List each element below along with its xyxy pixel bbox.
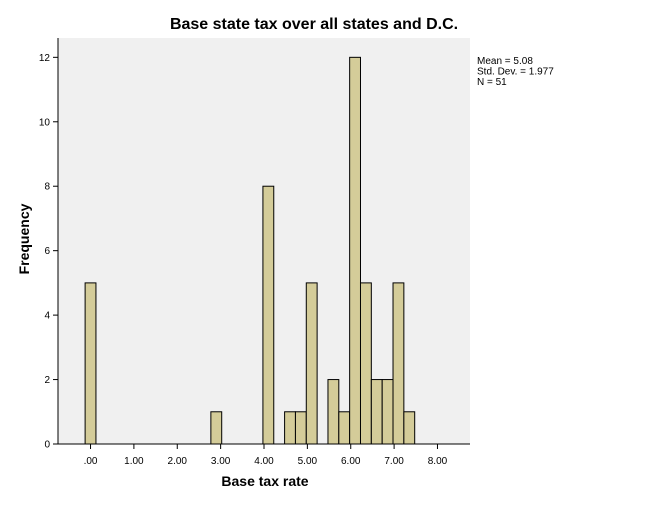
y-ticks-group: 0 2 4 6 8 10 12	[39, 53, 58, 451]
histogram-bar	[381, 379, 394, 445]
x-tick-label: 6.00	[341, 456, 361, 467]
histogram-bar	[338, 411, 351, 445]
y-tick-label: 4	[44, 311, 50, 322]
histogram-bar	[262, 185, 275, 445]
histogram-bar	[84, 282, 97, 445]
histogram-bar	[403, 411, 416, 445]
histogram-bar	[327, 379, 340, 445]
histogram-bar	[284, 411, 296, 445]
y-tick-label: 10	[39, 117, 51, 128]
x-tick-label: 5.00	[298, 456, 318, 467]
stats-line: N = 51	[477, 77, 507, 88]
histogram-bar	[359, 282, 372, 445]
stats-line: Std. Dev. = 1.977	[477, 67, 554, 78]
x-tick-label: 8.00	[428, 456, 448, 467]
x-tick-label: 1.00	[124, 456, 144, 467]
stats-line: Mean = 5.08	[477, 56, 533, 67]
x-tick-label: 4.00	[254, 456, 274, 467]
x-tick-label: .00	[84, 456, 98, 467]
histogram-bar	[294, 411, 307, 445]
x-ticks-group: .00 1.00 2.00 3.00 4.00 5.00 6.00 7.00 8.00	[84, 444, 448, 467]
x-tick-label: 7.00	[384, 456, 404, 467]
y-axis-title: Frequency	[16, 203, 32, 274]
y-tick-label: 8	[44, 182, 50, 193]
y-tick-label: 12	[39, 53, 51, 64]
histogram-bar	[349, 56, 361, 445]
x-tick-label: 2.00	[168, 456, 188, 467]
y-tick-label: 6	[44, 246, 50, 257]
x-tick-label: 3.00	[211, 456, 231, 467]
y-tick-label: 2	[44, 375, 50, 386]
y-tick-label: 0	[44, 440, 50, 451]
histogram-bar	[370, 379, 383, 445]
x-axis-title: Base tax rate	[221, 473, 308, 489]
chart-title: Base state tax over all states and D.C.	[170, 16, 458, 33]
histogram-bar	[210, 411, 223, 445]
histogram-bar	[305, 282, 318, 445]
histogram-bar	[392, 282, 405, 445]
